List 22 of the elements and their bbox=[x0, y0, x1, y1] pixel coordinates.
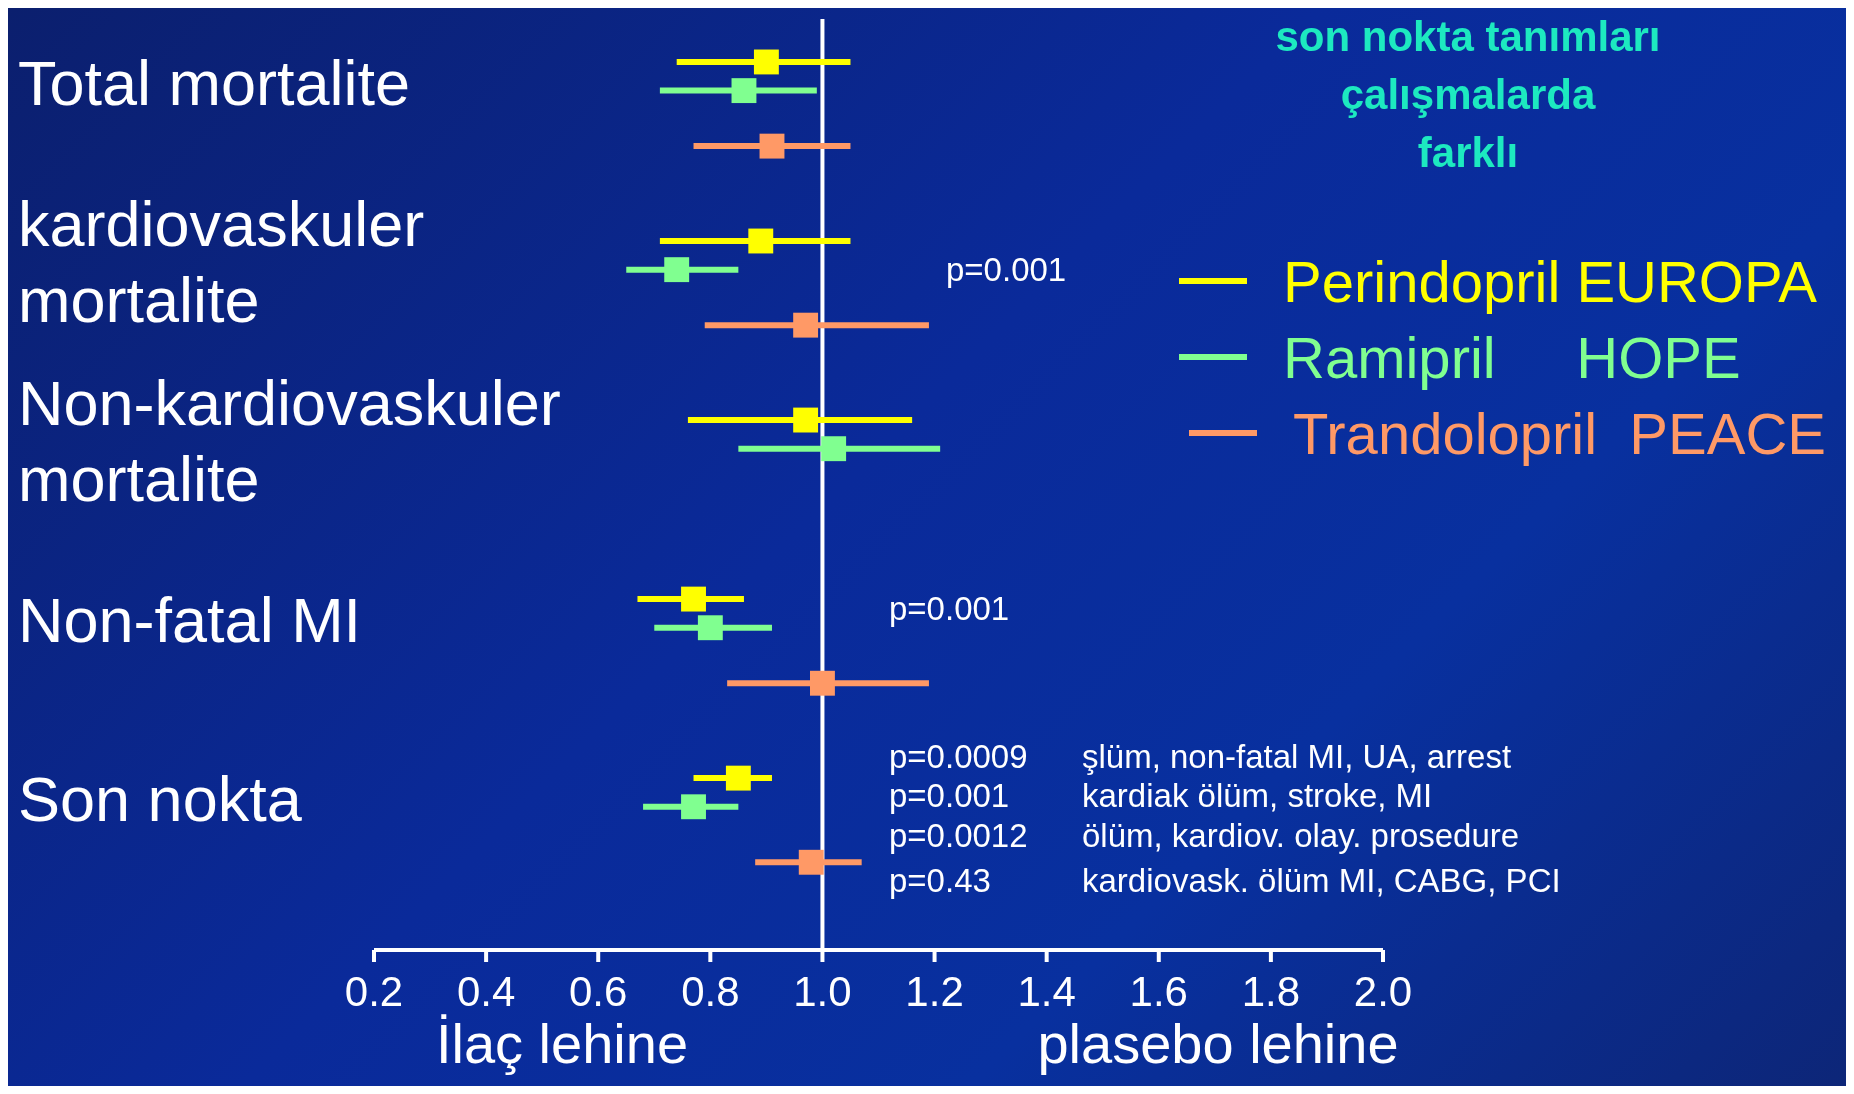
annotation: p=0.001 bbox=[946, 250, 1067, 290]
x-tick-label: 0.2 bbox=[344, 967, 404, 1015]
y-tick-label: Total mortalite bbox=[18, 47, 411, 118]
x-tick-label: 1.2 bbox=[905, 967, 964, 1015]
y-tick-label: Son nokta bbox=[18, 763, 303, 834]
annotation: p=0.001 bbox=[889, 776, 1010, 816]
annotation: şlüm, non-fatal MI, UA, arrest bbox=[1082, 737, 1512, 777]
text: son nokta tanımları çalışmalarda farklı bbox=[1274, 12, 1662, 178]
y-tick-label: Non-kardiovaskuler mortalite bbox=[18, 367, 561, 514]
annotation: p=0.0012 bbox=[889, 816, 1028, 856]
legend-label: Perindopril EUROPA bbox=[1283, 247, 1818, 315]
y-tick-label: Non-fatal MI bbox=[18, 584, 362, 655]
annotation: kardiovask. ölüm MI, CABG, PCI bbox=[1082, 861, 1561, 901]
annotation: p=0.43 bbox=[889, 861, 991, 901]
y-tick-label: kardiovaskuler mortalite bbox=[18, 188, 425, 335]
legend-label: Trandolopril PEACE bbox=[1293, 399, 1826, 467]
annotation: ölüm, kardiov. olay. prosedure bbox=[1082, 816, 1520, 856]
annotation: p=0.0009 bbox=[889, 737, 1028, 777]
legend-label: Ramipril HOPE bbox=[1283, 323, 1741, 391]
x-tick-label: 1.0 bbox=[793, 967, 852, 1015]
annotation: p=0.001 bbox=[889, 589, 1010, 629]
annotation: kardiak ölüm, stroke, MI bbox=[1082, 776, 1433, 816]
